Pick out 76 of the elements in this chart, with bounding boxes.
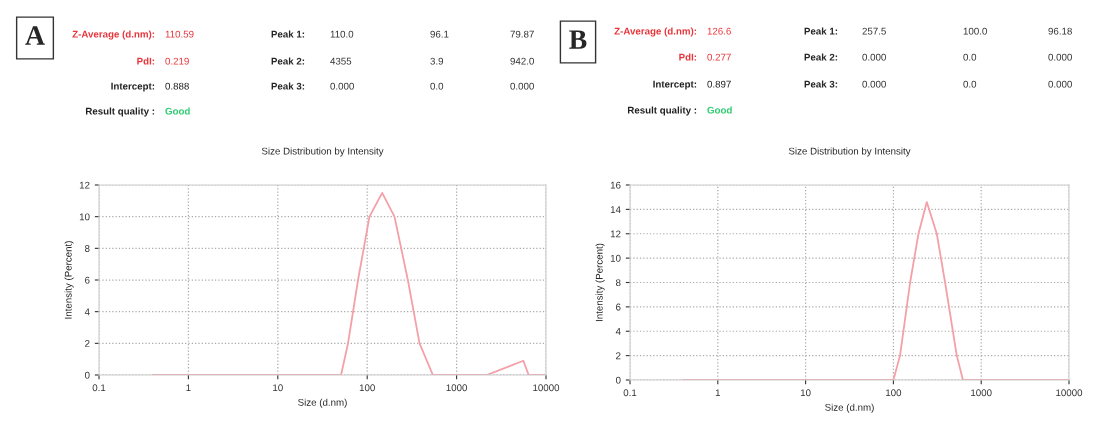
text: Z-Average (d.nm): (72, 30, 155, 40)
y-tick-label: 2 (616, 352, 621, 360)
y-axis-title: Intensity (Percent) (64, 241, 74, 319)
text: 79.87 (510, 30, 534, 38)
x-tick-label: 0.1 (92, 384, 106, 392)
y-tick-label: 8 (84, 245, 90, 252)
text: 942.0 (510, 57, 534, 65)
text: Z-Average (d.nm): (614, 27, 697, 37)
text: 0.000 (330, 82, 354, 90)
y-tick-label: 16 (610, 181, 621, 189)
text: Result quality : (85, 107, 155, 117)
text: Peak 3: (804, 80, 838, 88)
x-tick-label: 10 (800, 389, 811, 397)
y-tick-label: 12 (79, 181, 90, 189)
x-tick-label: 10 (273, 384, 283, 392)
text: 0.000 (510, 82, 534, 90)
text: PdI: (679, 53, 697, 61)
text: 0.219 (165, 57, 189, 65)
x-tick-label: 1000 (446, 384, 468, 392)
y-tick-label: 0 (84, 371, 90, 379)
text: 110.59 (165, 30, 194, 38)
y-tick-label: 6 (85, 276, 90, 284)
text: 100.0 (963, 27, 987, 35)
x-tick-label: 10000 (1056, 389, 1083, 397)
x-axis-title: Size (d.nm) (825, 403, 874, 413)
text: 0.000 (1048, 53, 1072, 61)
text: 4355 (330, 57, 352, 65)
y-tick-label: 14 (610, 206, 621, 213)
text: 0.000 (862, 80, 886, 88)
y-axis-title: Intensity (Percent) (595, 243, 605, 322)
x-tick-label: 100 (886, 389, 902, 397)
y-tick-label: 10 (610, 254, 621, 262)
y-tick-label: 0 (615, 376, 621, 384)
text: Intercept: (653, 80, 697, 90)
x-tick-label: 1 (186, 384, 191, 392)
text: 0.277 (707, 53, 731, 61)
chart-title: Size Distribution by Intensity (788, 147, 911, 157)
text: 96.1 (430, 30, 449, 38)
y-tick-label: 10 (79, 213, 90, 221)
text: Good (707, 106, 732, 114)
text: 126.6 (707, 27, 731, 35)
y-tick-label: 4 (615, 328, 621, 335)
text: 257.5 (862, 27, 886, 35)
x-tick-label: 0.1 (623, 389, 637, 397)
text: 3.9 (430, 57, 444, 65)
x-tick-label: 100 (359, 384, 375, 392)
text: Result quality : (627, 106, 697, 116)
text: A (25, 26, 45, 45)
text: Peak 1: (804, 27, 838, 35)
text: Peak 2: (271, 57, 305, 65)
y-tick-label: 2 (85, 340, 90, 347)
text: PdI: (137, 57, 155, 65)
text: 96.18 (1048, 27, 1072, 35)
text: 0.888 (165, 82, 189, 90)
y-tick-label: 12 (610, 230, 621, 238)
text: Intercept: (111, 82, 155, 92)
text: 0.000 (1048, 80, 1072, 88)
text: Good (165, 107, 190, 115)
text: 0.000 (862, 53, 886, 61)
text: Peak 2: (804, 53, 838, 61)
text: Peak 1: (271, 30, 305, 38)
text: 0.0 (430, 82, 444, 90)
text: B (569, 30, 587, 49)
x-tick-label: 1 (715, 389, 721, 397)
y-tick-label: 6 (616, 303, 621, 311)
y-tick-label: 4 (84, 308, 90, 316)
text: 110.0 (330, 30, 354, 38)
text: 0.897 (707, 80, 731, 88)
y-tick-label: 8 (615, 279, 621, 287)
x-axis-title: Size (d.nm) (298, 398, 347, 408)
text: 0.0 (963, 53, 977, 61)
chart-title: Size Distribution by Intensity (261, 147, 384, 157)
x-tick-label: 10000 (533, 384, 560, 392)
text: Peak 3: (271, 82, 305, 90)
text: 0.0 (963, 80, 977, 88)
x-tick-label: 1000 (971, 389, 992, 397)
